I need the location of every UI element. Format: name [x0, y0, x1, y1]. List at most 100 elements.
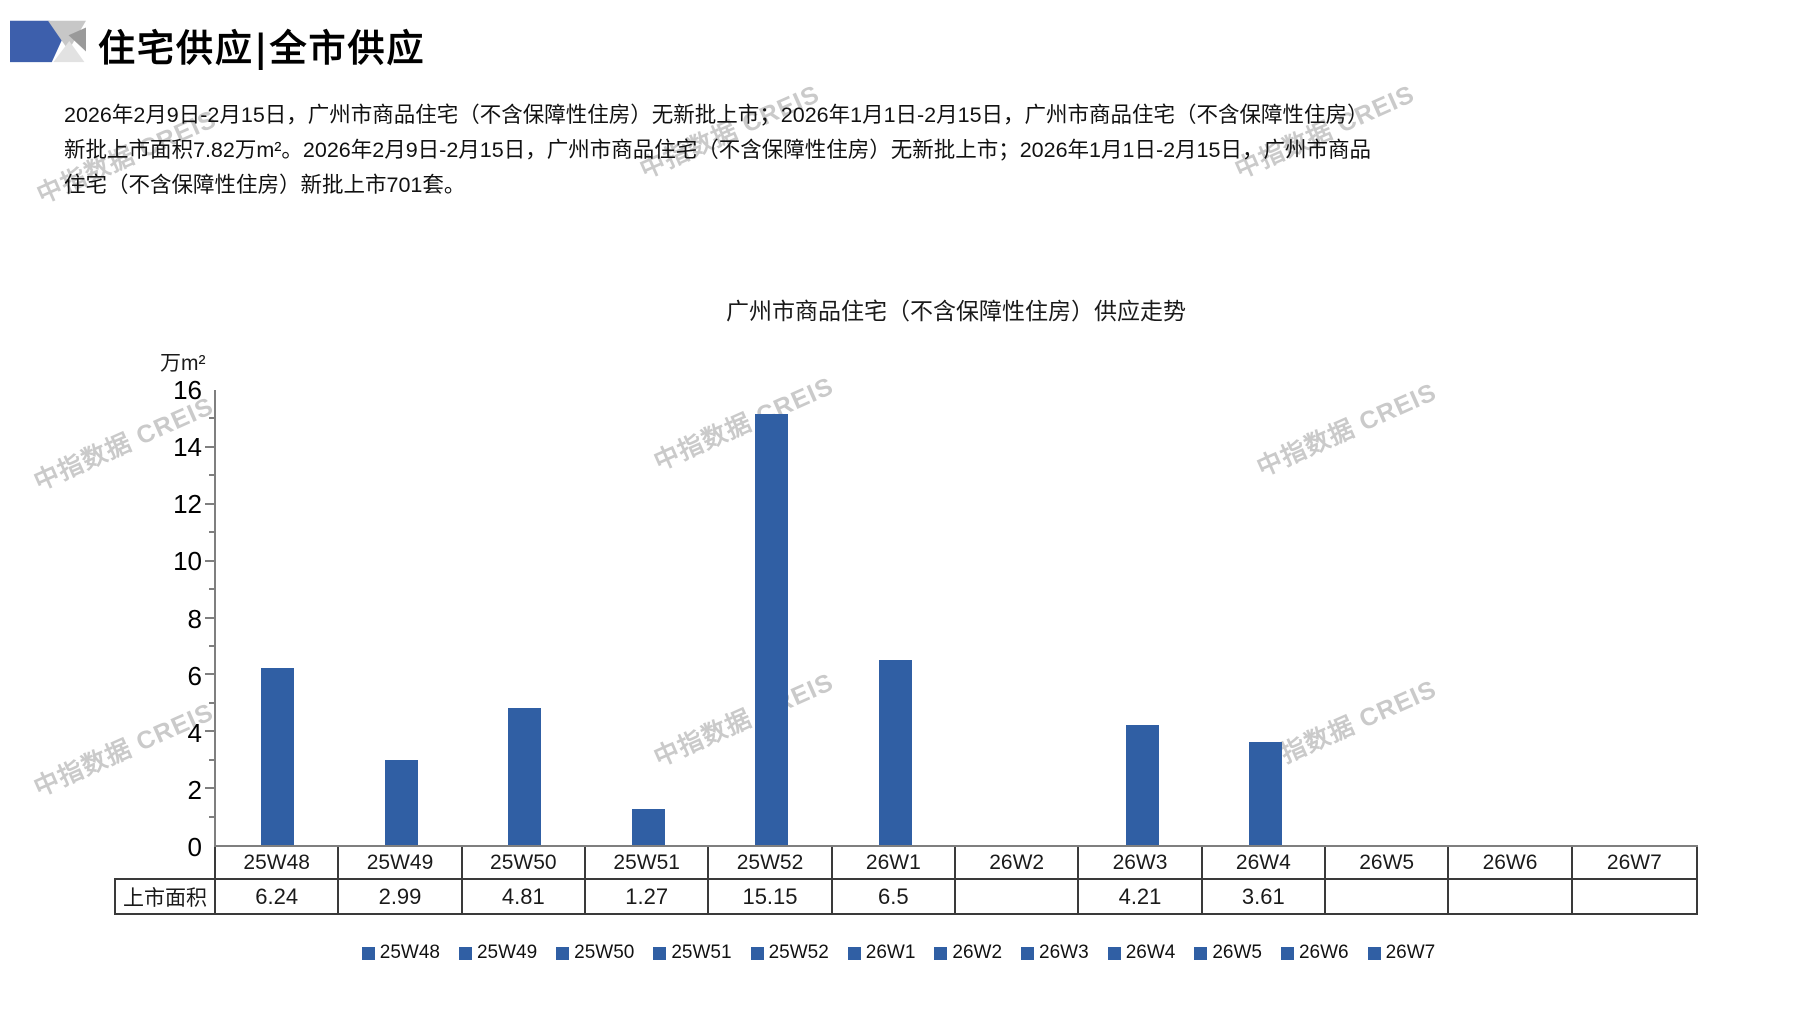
- legend-swatch-25W50: [556, 946, 570, 960]
- bars-row: [216, 390, 1698, 845]
- legend-item-25W49: 25W49: [458, 942, 538, 964]
- category-cell-26W6: 26W6: [1449, 847, 1573, 878]
- bar-column-25W52: [710, 390, 834, 845]
- bar-column-26W6: [1451, 390, 1575, 845]
- bar-column-26W5: [1328, 390, 1452, 845]
- legend-label-25W50: 25W50: [574, 942, 635, 963]
- legend-swatch-25W48: [361, 946, 375, 960]
- y-axis-labels: 0 2 4 6 8 10 12 14 16: [110, 377, 202, 860]
- bar-column-25W51: [587, 390, 711, 845]
- bar-column-26W2: [957, 390, 1081, 845]
- y-axis-tick: [205, 559, 214, 562]
- table-row-label: 上市面积: [116, 880, 216, 913]
- y-tick-label-12: 12: [173, 489, 202, 520]
- value-cell-25W51: 1.27: [586, 880, 710, 913]
- page-title: 住宅供应|全市供应: [98, 26, 426, 70]
- bar-26W3[interactable]: [1125, 725, 1159, 845]
- category-row: 25W48 25W49 25W50 25W51 25W52 26W1 26W2 26W3 26W…: [214, 847, 1698, 880]
- y-axis-tick: [205, 502, 214, 505]
- y-axis-unit-label: 万m²: [160, 352, 206, 375]
- y-tick-label-8: 8: [187, 603, 202, 634]
- legend-swatch-26W1: [847, 946, 861, 960]
- y-axis-tick: [209, 758, 214, 761]
- legend: 25W48 25W49 25W50 25W51 25W52 26W1 26W2 26W3 26W…: [0, 942, 1797, 964]
- legend-label-26W1: 26W1: [865, 942, 916, 963]
- bar-25W50[interactable]: [508, 708, 542, 845]
- legend-item-25W48: 25W48: [361, 942, 440, 964]
- value-cell-26W7: [1573, 880, 1696, 913]
- legend-item-26W7: 26W7: [1367, 942, 1435, 964]
- y-tick-label-14: 14: [173, 432, 202, 463]
- y-tick-label-2: 2: [187, 774, 202, 805]
- intro-line-2: 新批上市面积7.82万m²。2026年2月9日-2月15日，广州市商品住宅（不含…: [64, 138, 1371, 162]
- category-cell-25W49: 25W49: [339, 847, 463, 878]
- bar-25W48[interactable]: [261, 667, 295, 845]
- bar-column-26W4: [1204, 390, 1328, 845]
- bar-column-25W50: [463, 390, 587, 845]
- legend-swatch-26W3: [1021, 946, 1035, 960]
- intro-paragraph: 2026年2月9日-2月15日，广州市商品住宅（不含保障性住房）无新批上市；20…: [64, 98, 1744, 203]
- category-cell-26W5: 26W5: [1326, 847, 1450, 878]
- bar-26W4[interactable]: [1249, 742, 1283, 845]
- legend-swatch-26W6: [1280, 946, 1294, 960]
- bar-25W51[interactable]: [631, 808, 665, 845]
- y-axis-tick: [205, 445, 214, 448]
- value-cell-26W2: [956, 880, 1080, 913]
- legend-item-26W6: 26W6: [1280, 942, 1349, 964]
- bar-column-26W1: [834, 390, 958, 845]
- bar-column-26W7: [1575, 390, 1699, 845]
- value-cell-26W5: [1326, 880, 1450, 913]
- value-cell-26W3: 4.21: [1079, 880, 1203, 913]
- legend-item-26W2: 26W2: [934, 942, 1002, 964]
- legend-swatch-26W7: [1367, 946, 1381, 960]
- value-cell-25W50: 4.81: [463, 880, 586, 913]
- legend-label-26W6: 26W6: [1298, 942, 1349, 963]
- y-axis-tick: [209, 531, 214, 534]
- y-tick-label-10: 10: [173, 546, 202, 577]
- category-cell-26W1: 26W1: [833, 847, 956, 878]
- bar-25W49[interactable]: [384, 759, 418, 845]
- category-cell-25W51: 25W51: [586, 847, 710, 878]
- y-tick-label-6: 6: [187, 660, 202, 691]
- y-axis-tick: [205, 616, 214, 619]
- value-row: 上市面积 6.24 2.99 4.81 1.27 15.15 6.5 4.21 3.61: [114, 878, 1698, 915]
- value-cell-26W4: 3.61: [1203, 880, 1326, 913]
- value-cell-26W1: 6.5: [833, 880, 956, 913]
- y-axis-tick: [205, 787, 214, 790]
- intro-line-3: 住宅（不含保障性住房）新批上市701套。: [64, 173, 466, 197]
- legend-swatch-26W4: [1107, 946, 1121, 960]
- y-tick-label-4: 4: [187, 717, 202, 748]
- y-axis-tick: [209, 701, 214, 704]
- intro-line-1: 2026年2月9日-2月15日，广州市商品住宅（不含保障性住房）无新批上市；20…: [64, 103, 1369, 127]
- y-axis-tick: [205, 730, 214, 733]
- legend-label-25W49: 25W49: [476, 942, 538, 963]
- bar-column-25W49: [340, 390, 464, 845]
- y-tick-label-16: 16: [173, 375, 202, 405]
- plot-area: [205, 390, 1698, 847]
- legend-swatch-26W5: [1194, 946, 1208, 960]
- legend-label-26W4: 26W4: [1125, 942, 1176, 963]
- legend-item-26W3: 26W3: [1021, 942, 1089, 964]
- legend-label-26W5: 26W5: [1212, 942, 1262, 963]
- category-cell-26W2: 26W2: [956, 847, 1080, 878]
- category-cell-25W48: 25W48: [216, 847, 340, 878]
- y-axis-tick: [209, 588, 214, 591]
- value-cell-25W49: 2.99: [339, 880, 463, 913]
- legend-item-26W4: 26W4: [1107, 942, 1176, 964]
- legend-label-25W48: 25W48: [379, 942, 440, 963]
- legend-item-25W52: 25W52: [750, 942, 829, 964]
- y-tick-label-0: 0: [187, 832, 202, 862]
- bar-25W52[interactable]: [755, 414, 789, 845]
- legend-label-25W51: 25W51: [671, 942, 732, 963]
- legend-item-26W5: 26W5: [1194, 942, 1262, 964]
- chart-title: 广州市商品住宅（不含保障性住房）供应走势: [726, 299, 1186, 325]
- legend-label-25W52: 25W52: [768, 942, 829, 963]
- creis-logo: [10, 16, 86, 64]
- bar-26W1[interactable]: [878, 660, 912, 845]
- legend-swatch-25W51: [653, 946, 667, 960]
- value-cell-26W6: [1449, 880, 1573, 913]
- legend-swatch-25W52: [750, 946, 764, 960]
- category-cell-26W7: 26W7: [1606, 850, 1662, 874]
- category-cell-25W52: 25W52: [709, 847, 833, 878]
- legend-item-26W1: 26W1: [847, 942, 916, 964]
